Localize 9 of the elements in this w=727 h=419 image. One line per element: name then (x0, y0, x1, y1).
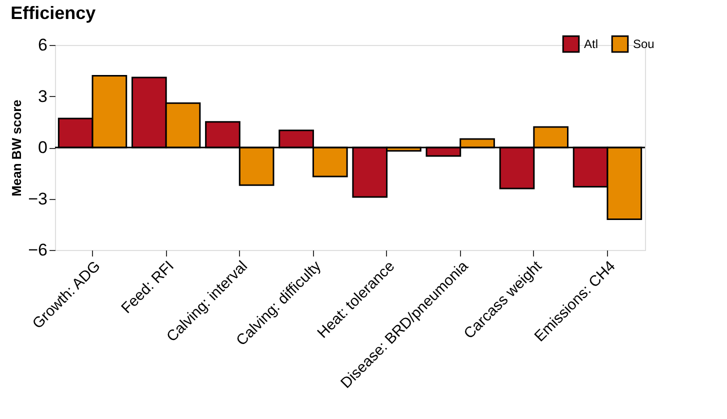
y-tick-label: −6 (28, 240, 48, 260)
y-tick-label: 3 (38, 86, 48, 106)
y-tick-label: 6 (38, 36, 48, 54)
y-tick-label: 0 (38, 138, 48, 157)
y-tick-label: −3 (28, 189, 48, 208)
y-axis-title: Mean BW score (9, 100, 24, 196)
legend-label: Sou (633, 37, 654, 52)
chart-title: Efficiency (10, 3, 96, 23)
legend-label: Atl (584, 37, 598, 52)
